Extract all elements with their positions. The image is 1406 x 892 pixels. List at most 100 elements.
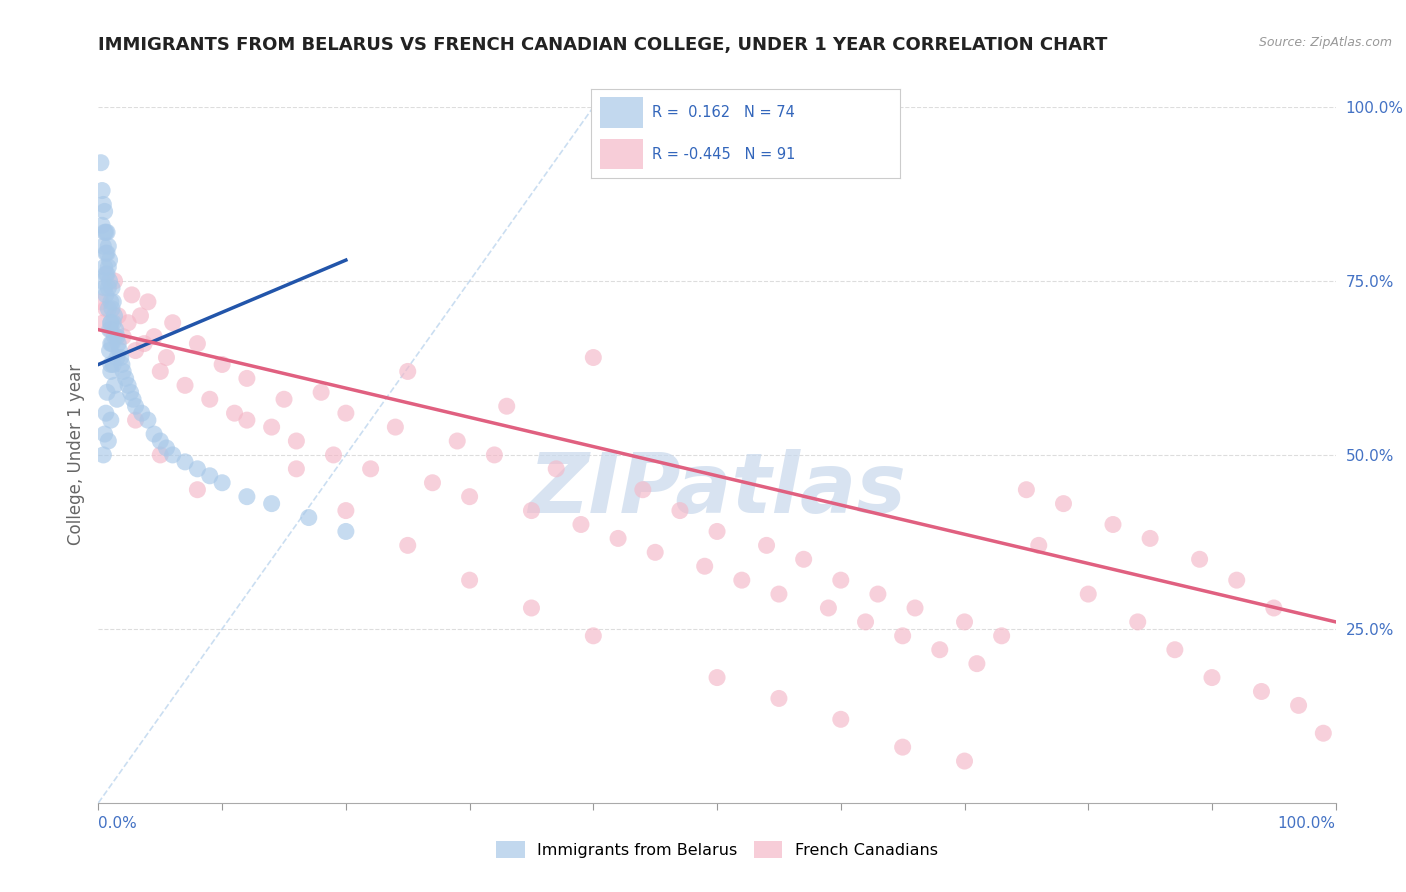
Point — [520, 503, 543, 517]
Point — [309, 385, 332, 400]
Point — [93, 197, 115, 211]
Point — [211, 358, 233, 372]
Point — [830, 573, 852, 587]
Point — [174, 455, 197, 469]
Point — [93, 427, 115, 442]
Y-axis label: College, Under 1 year: College, Under 1 year — [66, 364, 84, 546]
Point — [953, 754, 976, 768]
Point — [100, 316, 122, 330]
Point — [198, 468, 221, 483]
Point — [384, 420, 406, 434]
Point — [953, 615, 976, 629]
Point — [91, 274, 114, 288]
Point — [1312, 726, 1334, 740]
Point — [131, 406, 153, 420]
Point — [134, 336, 156, 351]
Point — [97, 434, 120, 448]
Point — [1164, 642, 1187, 657]
Point — [105, 351, 128, 365]
Point — [631, 483, 654, 497]
Point — [495, 399, 517, 413]
Point — [669, 503, 692, 517]
Point — [103, 329, 125, 343]
Point — [104, 323, 127, 337]
Point — [97, 239, 120, 253]
Legend: Immigrants from Belarus, French Canadians: Immigrants from Belarus, French Canadian… — [489, 835, 945, 864]
Point — [866, 587, 889, 601]
Point — [186, 462, 208, 476]
Point — [105, 392, 128, 407]
Point — [446, 434, 468, 448]
Point — [117, 378, 139, 392]
Point — [124, 399, 146, 413]
Point — [211, 475, 233, 490]
Point — [103, 358, 125, 372]
Point — [990, 629, 1012, 643]
Point — [91, 184, 114, 198]
Point — [236, 490, 259, 504]
Point — [484, 448, 506, 462]
FancyBboxPatch shape — [600, 139, 643, 169]
Point — [112, 364, 135, 378]
Point — [117, 316, 139, 330]
Point — [93, 281, 115, 295]
Point — [582, 351, 605, 365]
Point — [360, 462, 382, 476]
Point — [966, 657, 988, 671]
Point — [103, 274, 125, 288]
Point — [520, 601, 543, 615]
Point — [546, 462, 568, 476]
Point — [107, 309, 129, 323]
Point — [198, 392, 221, 407]
Point — [94, 406, 117, 420]
Point — [94, 225, 117, 239]
Point — [1015, 483, 1038, 497]
Point — [143, 329, 166, 343]
Point — [91, 219, 114, 233]
Point — [928, 642, 950, 657]
Point — [155, 441, 177, 455]
Point — [143, 427, 166, 442]
Point — [94, 288, 117, 302]
Text: IMMIGRANTS FROM BELARUS VS FRENCH CANADIAN COLLEGE, UNDER 1 YEAR CORRELATION CHA: IMMIGRANTS FROM BELARUS VS FRENCH CANADI… — [98, 36, 1108, 54]
Point — [90, 294, 112, 309]
Point — [96, 385, 118, 400]
Point — [855, 615, 877, 629]
Point — [1226, 573, 1249, 587]
Point — [90, 155, 112, 169]
Point — [107, 336, 129, 351]
Point — [103, 309, 125, 323]
Point — [793, 552, 815, 566]
Point — [100, 413, 122, 427]
Point — [97, 281, 120, 295]
Point — [260, 420, 283, 434]
Point — [1201, 671, 1223, 685]
Point — [904, 601, 927, 615]
Point — [335, 524, 357, 539]
Point — [93, 239, 115, 253]
Point — [96, 225, 118, 239]
Point — [768, 587, 790, 601]
Point — [458, 490, 481, 504]
Point — [260, 497, 283, 511]
Point — [891, 740, 914, 755]
Point — [693, 559, 716, 574]
Point — [335, 406, 357, 420]
Point — [830, 712, 852, 726]
Point — [101, 281, 124, 295]
Point — [94, 267, 117, 281]
Point — [136, 294, 159, 309]
Text: Source: ZipAtlas.com: Source: ZipAtlas.com — [1258, 36, 1392, 49]
Point — [98, 274, 121, 288]
Point — [458, 573, 481, 587]
Point — [136, 413, 159, 427]
Point — [285, 434, 308, 448]
Point — [706, 671, 728, 685]
Point — [103, 316, 125, 330]
Point — [1263, 601, 1285, 615]
Point — [93, 225, 115, 239]
Point — [1126, 615, 1149, 629]
Point — [1077, 587, 1099, 601]
Point — [98, 343, 121, 358]
Point — [101, 336, 124, 351]
